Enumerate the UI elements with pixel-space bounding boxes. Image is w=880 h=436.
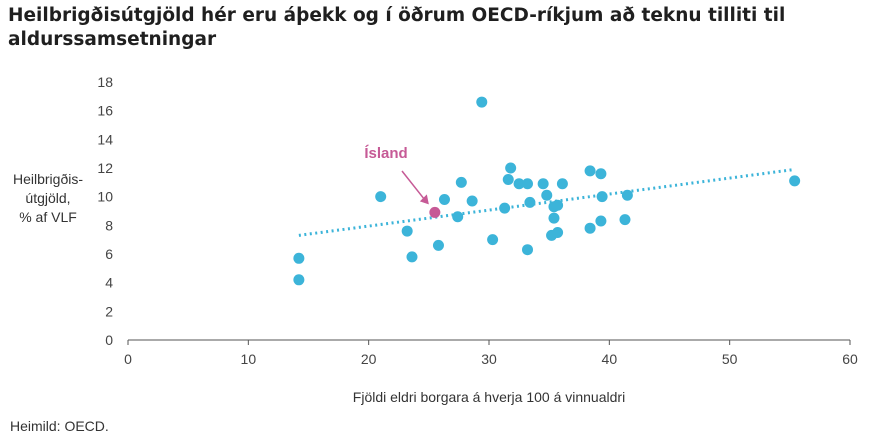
data-point (522, 244, 534, 256)
data-point (522, 178, 534, 190)
y-tick-label: 4 (105, 275, 113, 291)
y-axis-label-line-3: % af VLF (19, 209, 77, 225)
trendline (298, 167, 795, 237)
data-point (537, 178, 549, 190)
highlight-label: Ísland (364, 145, 407, 162)
data-point (556, 178, 568, 190)
y-tick-label: 6 (105, 246, 113, 262)
x-tick-label: 20 (361, 351, 377, 367)
data-point (438, 194, 450, 206)
data-point (502, 173, 514, 185)
data-point (584, 222, 596, 234)
x-tick-label: 30 (481, 351, 497, 367)
data-point (466, 195, 478, 207)
data-point (595, 215, 607, 227)
data-point (595, 168, 607, 180)
x-tick-label: 60 (842, 351, 858, 367)
x-tick-label: 50 (722, 351, 738, 367)
chart-title: Heilbrigðisútgjöld hér eru áþekk og í öð… (8, 5, 786, 50)
data-point-highlight (429, 206, 441, 218)
data-point (499, 202, 511, 214)
highlight-arrow-head (419, 194, 429, 205)
data-point (375, 191, 387, 203)
data-point (406, 251, 418, 263)
y-axis-label: Heilbrigðis- útgjöld, % af VLF (2, 170, 94, 227)
data-point (596, 191, 608, 203)
axes: 0 10 20 30 40 50 60 0 2 4 6 8 10 12 14 16 18 (97, 74, 858, 367)
data-point (552, 199, 564, 211)
data-point (552, 227, 564, 238)
y-tick-label: 12 (97, 160, 113, 176)
trendline-layer (298, 167, 795, 237)
data-point (513, 178, 525, 190)
y-tick-label: 2 (105, 303, 113, 319)
y-axis-label-line-2: útgjöld, (25, 190, 71, 206)
data-point (541, 189, 553, 201)
x-tick-label: 0 (124, 351, 132, 367)
data-point (476, 96, 488, 108)
y-tick-label: 16 (97, 103, 113, 119)
data-point (619, 214, 631, 226)
data-point (455, 176, 467, 188)
data-point (293, 274, 305, 286)
x-axis-label: Fjöldi eldri borgara á hverja 100 á vinn… (352, 389, 626, 405)
data-point (505, 162, 517, 174)
source-note: Heimild: OECD. (10, 418, 109, 434)
y-tick-label: 18 (97, 74, 113, 90)
data-point (789, 175, 801, 187)
data-point (621, 189, 633, 201)
highlight-arrow-line (401, 170, 428, 203)
data-point (548, 212, 560, 224)
y-tick-label: 10 (97, 189, 113, 205)
highlight-layer: Ísland (364, 145, 441, 218)
y-tick-label: 0 (105, 332, 113, 348)
points-layer (293, 96, 801, 286)
data-point (452, 211, 464, 223)
data-point (401, 225, 413, 237)
x-tick-label: 10 (241, 351, 257, 367)
data-point (584, 165, 596, 177)
y-tick-label: 14 (97, 131, 113, 147)
y-tick-label: 8 (105, 217, 113, 233)
y-axis-label-line-1: Heilbrigðis- (12, 171, 84, 187)
data-point (432, 239, 444, 251)
data-point (293, 252, 305, 264)
data-point (524, 196, 536, 208)
data-point (487, 234, 499, 246)
x-tick-label: 40 (602, 351, 618, 367)
